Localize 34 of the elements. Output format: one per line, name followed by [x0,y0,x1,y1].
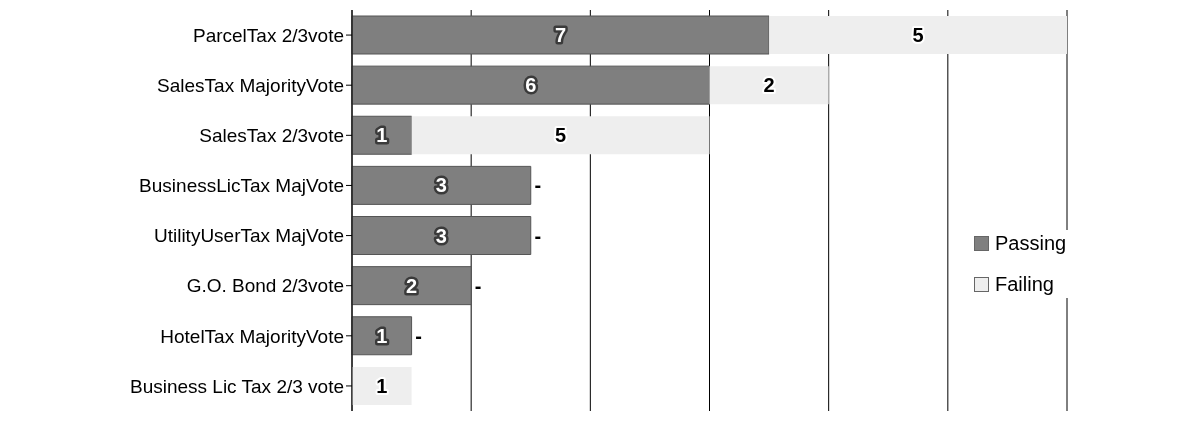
bar [411,116,710,155]
bar [351,216,532,256]
y-tick-label: SalesTax MajorityVote [157,74,344,96]
data-label: 3 [435,174,447,197]
data-label: 1 [376,124,388,147]
data-label: 7 [554,24,567,47]
data-label: 5 [554,124,567,147]
data-label: - [534,174,542,197]
legend-label: Passing [995,232,1067,255]
bar [709,66,829,105]
bar [351,15,770,55]
legend-label: Failing [995,273,1054,296]
data-label: 1 [376,374,388,397]
data-label: 3 [435,224,447,247]
bar [352,366,412,405]
data-label: - [534,224,542,247]
y-tick-label: Business Lic Tax 2/3 vote [129,375,344,397]
bar [351,266,472,306]
y-tick-label: SalesTax 2/3vote [199,125,344,147]
bar [351,65,710,105]
data-label: 1 [376,324,388,347]
bar [351,165,532,205]
y-tick-label: ParcelTax 2/3vote [192,24,344,46]
y-tick-label: UtilityUserTax MajVote [153,225,344,247]
data-label: 5 [912,24,924,47]
data-label: 2 [763,74,775,97]
y-tick-label: G.O. Bond 2/3vote [186,275,344,297]
data-label: 2 [406,274,418,297]
data-label: 6 [525,74,537,97]
y-tick-label: HotelTax MajorityVote [160,325,344,347]
data-label: - [415,324,422,347]
bar [769,16,1067,55]
data-label: - [474,274,482,297]
y-tick-label: BusinessLicTax MajVote [139,175,344,197]
